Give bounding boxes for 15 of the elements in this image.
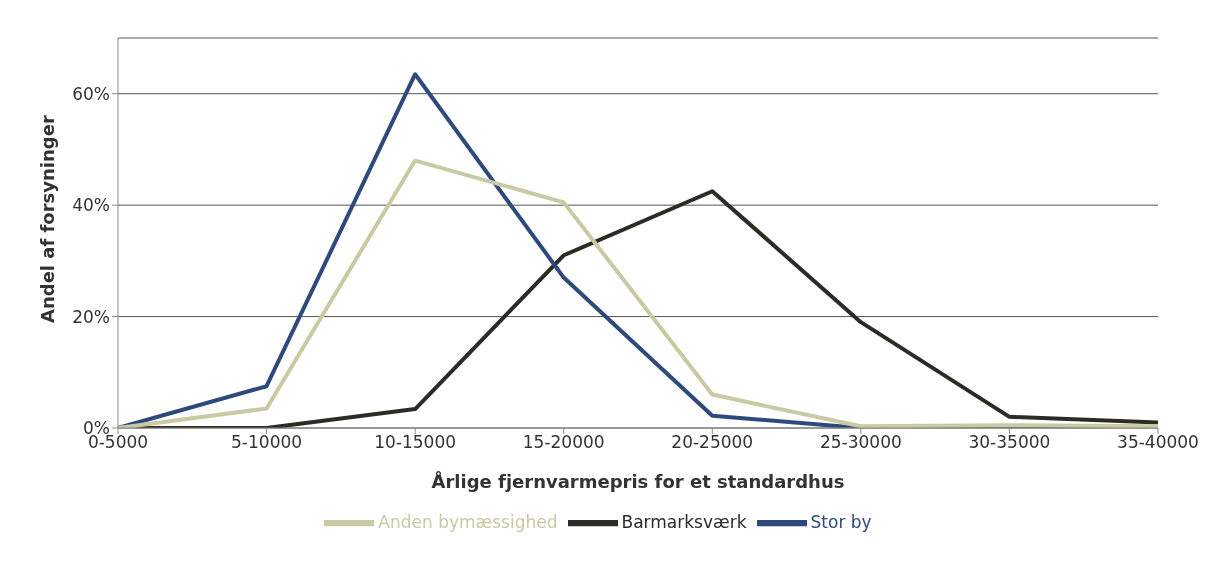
- y-axis-title: Andel af forsyninger: [37, 115, 59, 323]
- x-tick-label: 15-20000: [522, 432, 605, 453]
- x-tick-label: 35-40000: [1117, 432, 1199, 453]
- legend-label: Stor by: [810, 512, 872, 532]
- x-tick-label: 20-25000: [671, 432, 754, 453]
- legend-label: Anden bymæssighed: [378, 512, 558, 532]
- x-axis-title: Årlige fjernvarmepris for et standardhus: [431, 470, 845, 492]
- x-tick-label: 5-10000: [231, 432, 303, 453]
- x-tick-label: 30-35000: [968, 432, 1051, 453]
- x-tick-label: 10-15000: [374, 432, 457, 453]
- y-tick-label: 60%: [72, 83, 110, 104]
- x-tick-label: 25-30000: [819, 432, 902, 453]
- y-tick-label: 40%: [72, 195, 110, 216]
- y-tick-label: 20%: [72, 306, 110, 327]
- legend-label: Barmarksværk: [621, 512, 747, 532]
